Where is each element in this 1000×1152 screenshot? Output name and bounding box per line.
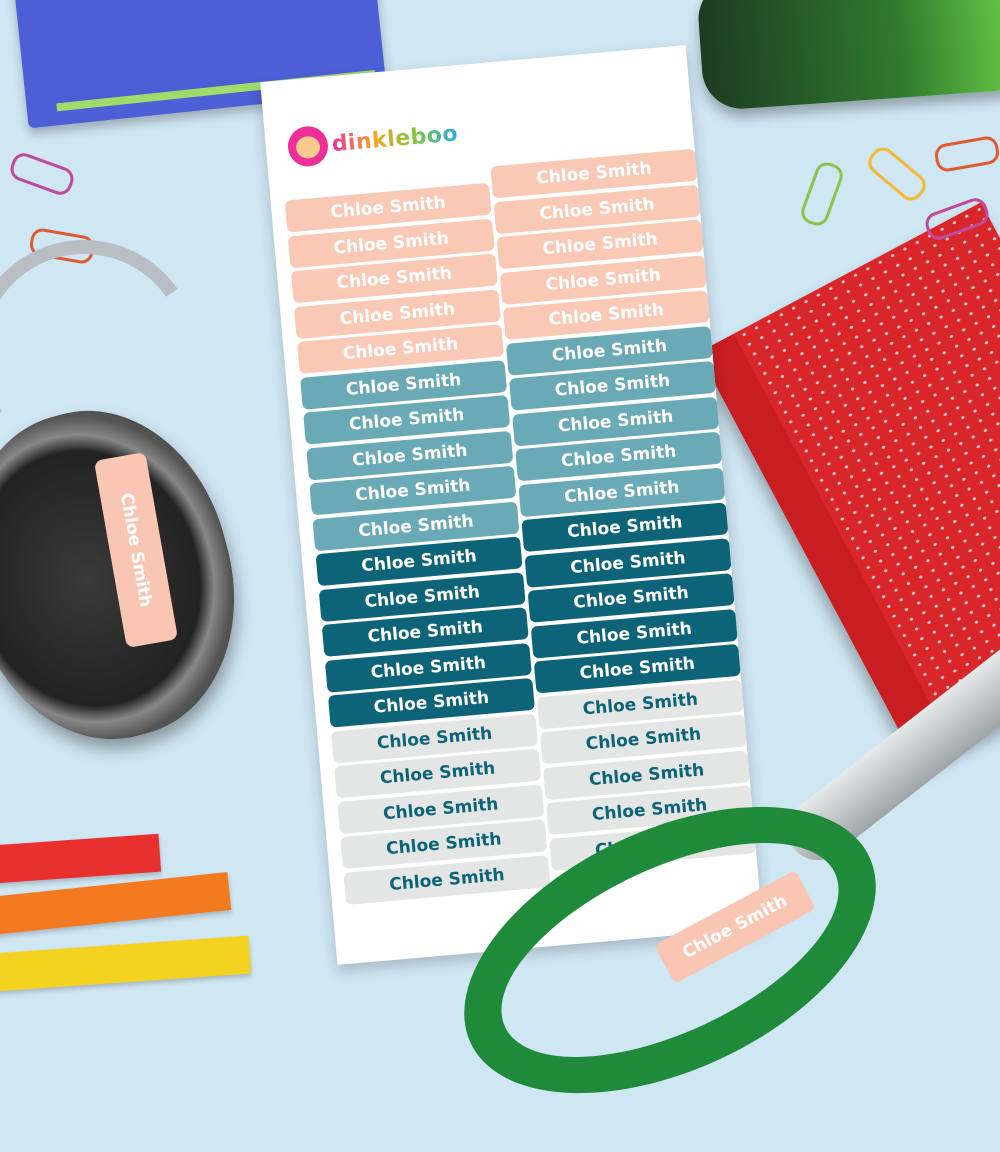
red-crayon: [0, 833, 162, 885]
paperclip: [7, 149, 77, 199]
logo-text: dinkleboo: [330, 120, 460, 157]
paperclip: [933, 134, 1000, 174]
monkey-mascot-icon: [286, 124, 330, 169]
red-composition-notebook: [698, 202, 1000, 768]
paperclip: [797, 159, 847, 229]
yellow-crayon: [0, 935, 251, 993]
green-water-bottle: [695, 0, 1000, 112]
paperclip: [863, 142, 931, 206]
dinkleboo-logo: dinkleboo: [286, 113, 460, 169]
orange-crayon: [0, 872, 232, 936]
